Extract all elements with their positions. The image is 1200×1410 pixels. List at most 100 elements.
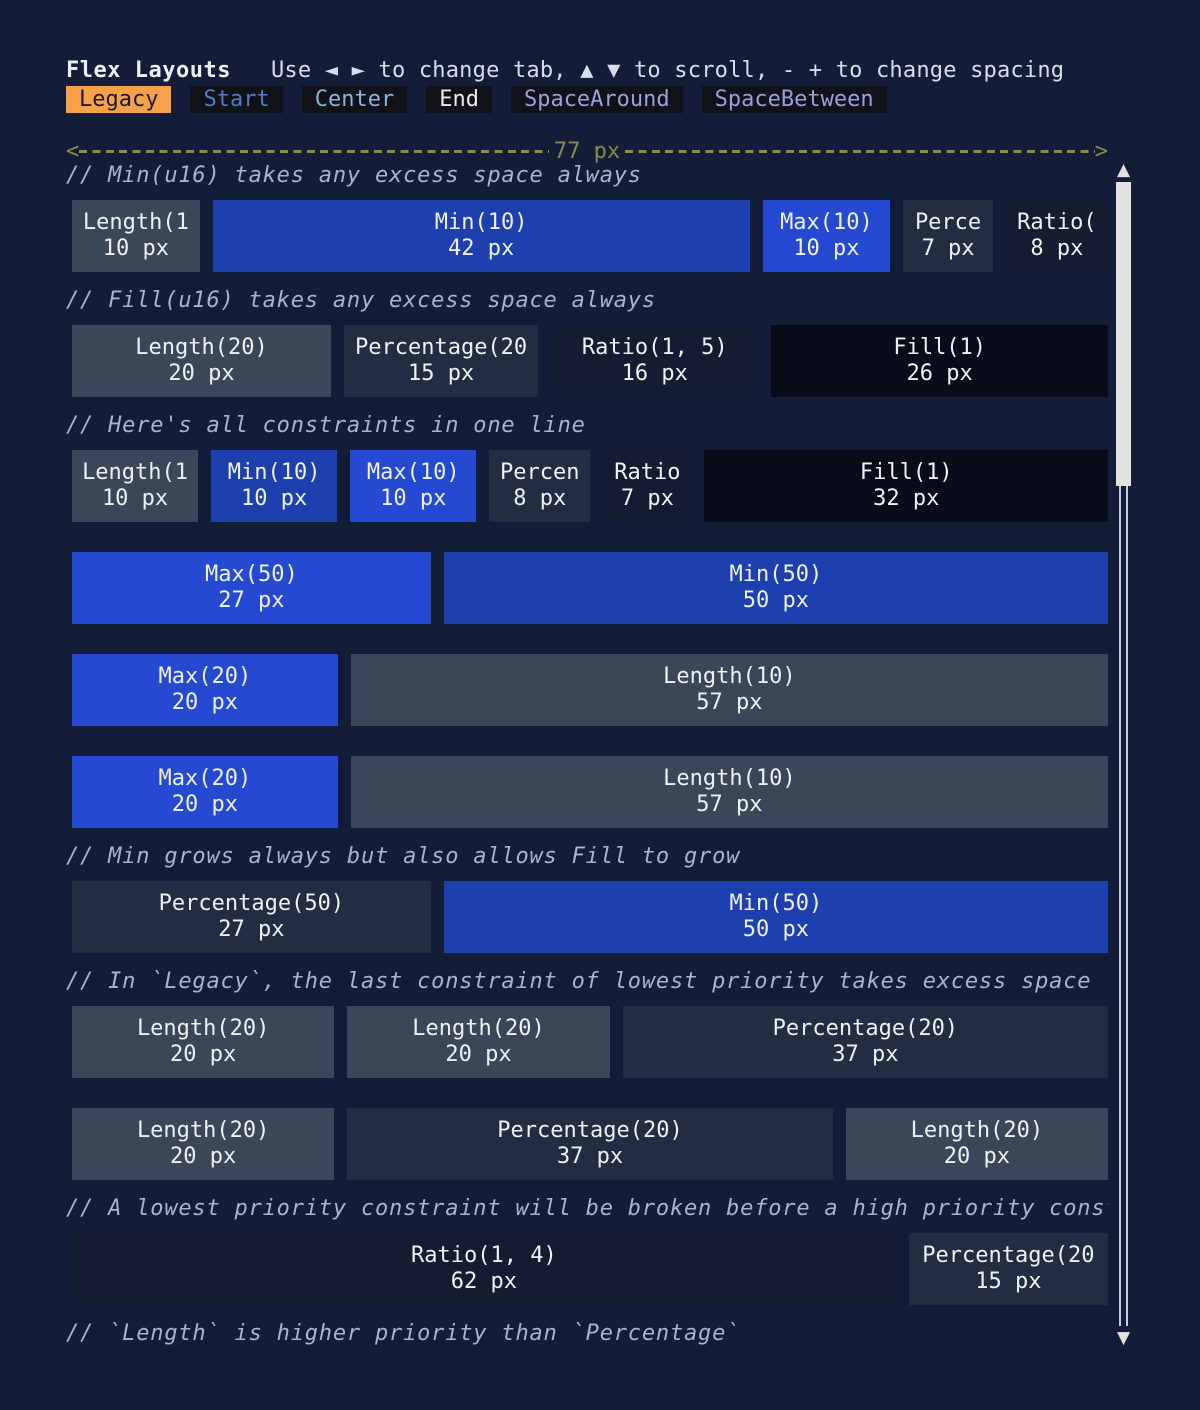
constraint-size: 42 px — [448, 236, 515, 261]
constraint-box-length: Length(10) 57 px — [350, 756, 1108, 828]
constraint-row: Length(20) 20 px Length(20) 20 px Percentage… — [72, 1006, 1109, 1078]
constraint-box-percentage: Percentage(50) 27 px — [72, 881, 431, 953]
constraint-box-percentage: Percen 8 px — [489, 450, 591, 522]
code-comment: // In `Legacy`, the last constraint of l… — [66, 970, 1092, 994]
constraint-label: Max(10) — [366, 460, 460, 485]
tab-legacy[interactable]: Legacy — [66, 86, 172, 113]
constraint-label: Min(10) — [227, 460, 321, 485]
constraint-label: Length(20) — [412, 1016, 545, 1041]
constraint-label: Min(10) — [434, 210, 528, 235]
layout-example: Max(20) 20 px Length(10) 57 px — [66, 654, 1108, 726]
constraint-label: Ratio(1, 4) — [411, 1243, 557, 1268]
constraint-label: Length(20) — [136, 1118, 270, 1143]
constraint-box-max: Max(50) 27 px — [72, 552, 431, 624]
constraint-label: Percentage(20) — [772, 1016, 959, 1041]
constraint-size: 50 px — [742, 917, 809, 942]
constraint-row: Percentage(50) 27 px Min(50) 50 px — [72, 881, 1108, 953]
constraint-label: Max(10) — [780, 210, 873, 235]
ruler-dash-right — [625, 150, 1095, 153]
width-ruler: < 77 px > — [66, 138, 1109, 164]
tab-spacearound[interactable]: SpaceAround — [510, 86, 683, 113]
layout-example: // Min grows always but also allows Fill… — [66, 845, 1108, 953]
tab-spacebetween[interactable]: SpaceBetween — [701, 86, 887, 113]
constraint-box-percentage: Percentage(20 15 px — [343, 325, 539, 397]
code-comment: // Min(u16) takes any excess space alway… — [66, 164, 642, 188]
tab-start[interactable]: Start — [190, 86, 283, 113]
layout-example: Length(20) 20 px Percentage(20) 37 px Length… — [66, 1108, 1109, 1180]
constraint-box-length: Length(1 10 px — [72, 450, 199, 522]
flex-layouts-app: Flex Layouts Use ◄ ► to change tab, ▲ ▼ … — [66, 58, 1109, 1346]
constraint-box-length: Length(20) 20 px — [72, 1006, 335, 1078]
scroll-up-icon[interactable]: ▲ — [1116, 160, 1131, 180]
constraint-size: 37 px — [556, 1144, 624, 1169]
constraint-label: Length(20) — [910, 1118, 1044, 1143]
constraint-label: Max(20) — [158, 766, 252, 791]
constraint-label: Ratio( — [1017, 210, 1097, 235]
constraint-box-fill: Fill(1) 32 px — [704, 450, 1109, 522]
constraint-size: 20 px — [445, 1042, 512, 1067]
code-comment: // Fill(u16) takes any excess space alwa… — [66, 289, 656, 313]
layout-example: // `Length` is higher priority than `Per… — [66, 1322, 1108, 1346]
code-comment: // Min grows always but also allows Fill… — [66, 845, 741, 869]
constraint-size: 32 px — [873, 486, 940, 511]
layout-example: // Fill(u16) takes any excess space alwa… — [66, 289, 1109, 397]
constraint-box-percentage: Percentage(20 15 px — [908, 1233, 1108, 1305]
constraint-size: 57 px — [696, 792, 763, 817]
constraint-row: Length(20) 20 px Percentage(20 15 px Ratio(1… — [72, 325, 1109, 397]
constraint-label: Fill(1) — [893, 335, 987, 360]
constraint-label: Percentage(20) — [497, 1118, 683, 1143]
constraint-size: 20 px — [171, 792, 238, 817]
constraint-box-min: Min(50) 50 px — [443, 881, 1108, 953]
constraint-box-percentage: Perce 7 px — [903, 200, 993, 272]
ruler-right-arrow: > — [1094, 138, 1109, 164]
constraint-size: 20 px — [170, 1144, 237, 1169]
constraint-size: 27 px — [218, 917, 285, 942]
constraint-size: 37 px — [832, 1042, 899, 1067]
constraint-size: 15 px — [975, 1269, 1042, 1294]
constraint-row: Ratio(1, 4) 62 px Percentage(20 15 px — [72, 1233, 1108, 1305]
layout-example: // A lowest priority constraint will be … — [66, 1197, 1108, 1305]
page-title: Flex Layouts — [66, 58, 231, 83]
scrollbar-thumb[interactable] — [1116, 182, 1131, 486]
constraint-box-max: Max(10) 10 px — [762, 200, 891, 272]
constraint-box-max: Max(20) 20 px — [72, 756, 338, 828]
constraint-size: 8 px — [1030, 236, 1084, 261]
constraint-size: 10 px — [102, 236, 170, 261]
tab-end[interactable]: End — [426, 86, 492, 113]
constraint-row: Length(1 10 px Min(10) 42 px Max(10) 10 px Per… — [72, 200, 1109, 272]
constraint-label: Percen — [500, 460, 580, 485]
constraint-label: Perce — [914, 210, 982, 235]
layout-example: // In `Legacy`, the last constraint of l… — [66, 970, 1109, 1078]
constraint-row: Length(1 10 px Min(10) 10 px Max(10) 10 px Per… — [72, 450, 1109, 522]
constraint-box-fill: Fill(1) 26 px — [771, 325, 1109, 397]
constraint-box-length: Length(1 10 px — [72, 200, 200, 272]
constraint-size: 10 px — [241, 486, 308, 511]
constraint-box-percentage: Percentage(20) 37 px — [622, 1006, 1109, 1078]
tab-center[interactable]: Center — [301, 86, 408, 113]
constraint-label: Length(10) — [663, 766, 796, 791]
constraint-label: Ratio — [614, 460, 681, 485]
constraint-label: Percentage(20 — [922, 1243, 1095, 1268]
layout-example: // Here's all constraints in one line Len… — [66, 414, 1109, 522]
constraint-size: 26 px — [906, 361, 973, 386]
layout-examples: // Min(u16) takes any excess space alway… — [66, 164, 1109, 1346]
constraint-box-percentage: Percentage(20) 37 px — [347, 1108, 833, 1180]
constraint-label: Fill(1) — [859, 460, 953, 485]
scrollbar: ▲ ▼ — [1116, 160, 1131, 1348]
constraint-row: Max(20) 20 px Length(10) 57 px — [72, 654, 1108, 726]
scrollbar-track[interactable] — [1119, 182, 1128, 1326]
code-comment: // Here's all constraints in one line — [66, 414, 586, 438]
constraint-label: Length(20) — [136, 1016, 270, 1041]
constraint-size: 7 px — [620, 486, 674, 511]
constraint-size: 20 px — [170, 1042, 237, 1067]
scroll-down-icon[interactable]: ▼ — [1116, 1328, 1131, 1348]
constraint-label: Min(50) — [729, 891, 823, 916]
constraint-box-max: Max(10) 10 px — [350, 450, 477, 522]
constraint-box-max: Max(20) 20 px — [72, 654, 338, 726]
code-comment: // A lowest priority constraint will be … — [66, 1197, 1108, 1221]
constraint-size: 50 px — [742, 588, 809, 613]
constraint-label: Min(50) — [729, 562, 823, 587]
ruler-left-arrow: < — [66, 138, 80, 164]
constraint-label: Percentage(20 — [354, 335, 528, 360]
constraint-row: Max(50) 27 px Min(50) 50 px — [72, 552, 1108, 624]
